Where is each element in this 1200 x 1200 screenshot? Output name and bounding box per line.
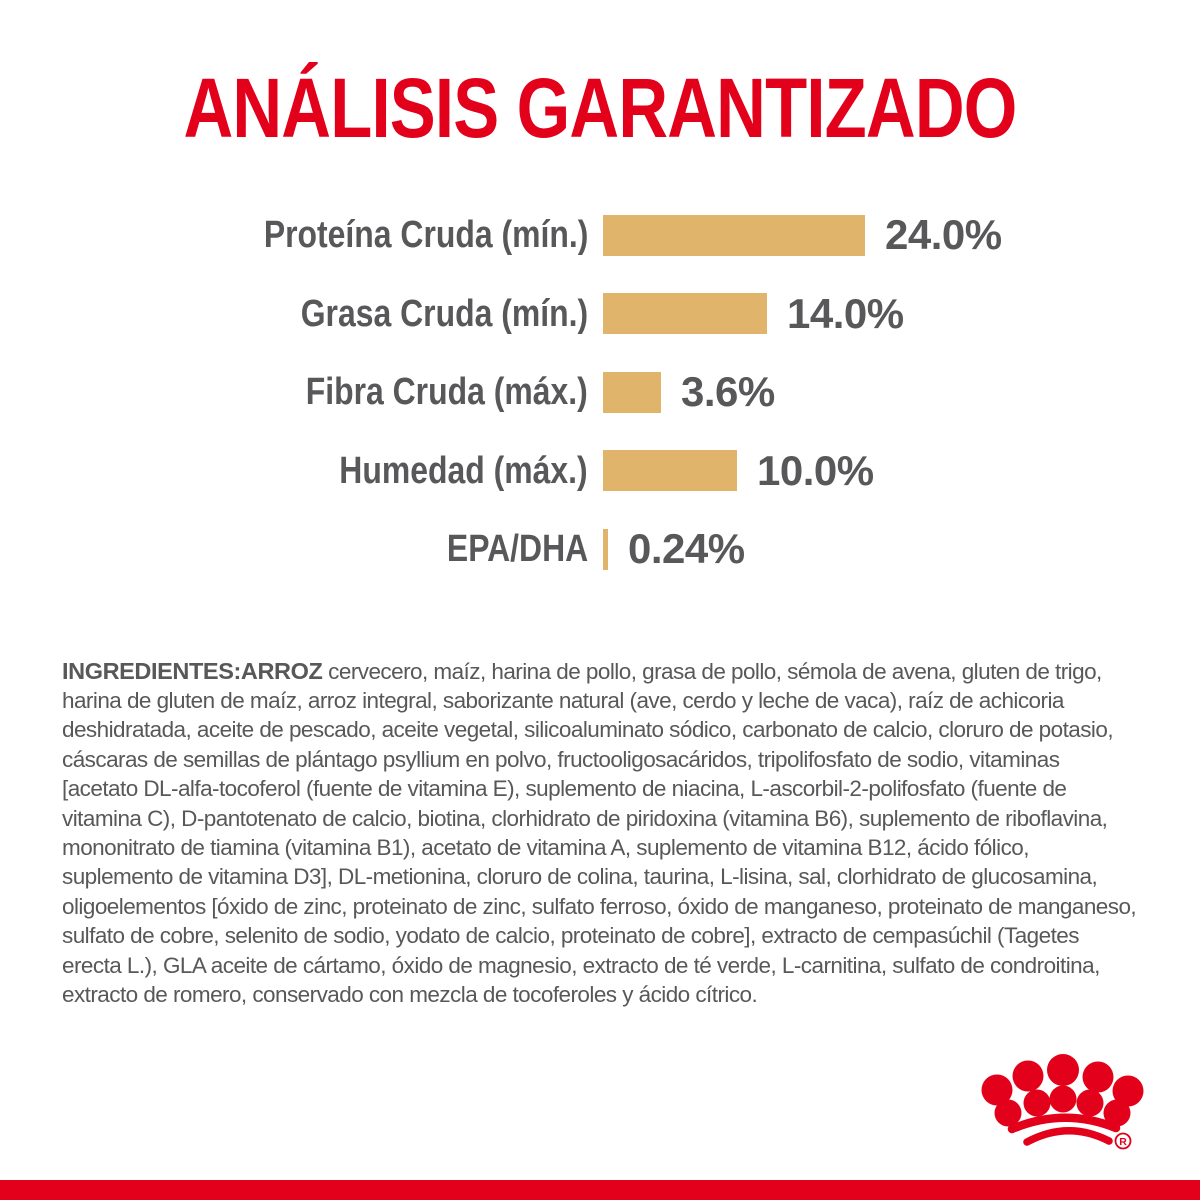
analysis-value: 14.0% bbox=[787, 289, 904, 337]
analysis-bar bbox=[603, 528, 608, 570]
analysis-label: Fibra Cruda (máx.) bbox=[50, 373, 588, 411]
analysis-label-text: Grasa Cruda (mín.) bbox=[300, 292, 588, 335]
analysis-label: Humedad (máx.) bbox=[50, 452, 588, 490]
analysis-label: EPA/DHA bbox=[50, 530, 588, 568]
svg-text:R: R bbox=[1119, 1136, 1127, 1148]
bottom-red-band bbox=[0, 1180, 1200, 1200]
registered-trademark-icon: R bbox=[1114, 1132, 1132, 1150]
analysis-value: 24.0% bbox=[885, 211, 1002, 259]
ingredients-body: cervecero, maíz, harina de pollo, grasa … bbox=[62, 658, 1137, 1007]
analysis-bar bbox=[603, 214, 865, 256]
page-title-text: ANÁLISIS GARANTIZADO bbox=[183, 61, 1017, 155]
page-title: ANÁLISIS GARANTIZADO bbox=[0, 61, 1200, 155]
analysis-bar bbox=[603, 371, 661, 413]
guaranteed-analysis-chart: Proteína Cruda (mín.) 24.0% Grasa Cruda (m… bbox=[50, 196, 1002, 589]
ingredients-paragraph: INGREDIENTES:ARROZ cervecero, maíz, hari… bbox=[62, 657, 1140, 1010]
analysis-label: Grasa Cruda (mín.) bbox=[50, 295, 588, 333]
ingredients-lead: INGREDIENTES:ARROZ bbox=[62, 657, 323, 684]
analysis-label-text: Humedad (máx.) bbox=[339, 449, 588, 492]
analysis-row: Grasa Cruda (mín.) 14.0% bbox=[50, 275, 1002, 354]
analysis-label-text: Fibra Cruda (máx.) bbox=[305, 371, 588, 414]
analysis-value: 10.0% bbox=[757, 446, 874, 494]
analysis-row: EPA/DHA 0.24% bbox=[50, 510, 1002, 589]
analysis-row: Humedad (máx.) 10.0% bbox=[50, 432, 1002, 511]
analysis-row: Fibra Cruda (máx.) 3.6% bbox=[50, 353, 1002, 432]
analysis-label-text: Proteína Cruda (mín.) bbox=[263, 214, 588, 257]
analysis-bar bbox=[603, 293, 767, 335]
analysis-label: Proteína Cruda (mín.) bbox=[50, 216, 588, 254]
analysis-value: 0.24% bbox=[628, 525, 745, 573]
analysis-value: 3.6% bbox=[681, 368, 775, 416]
analysis-row: Proteína Cruda (mín.) 24.0% bbox=[50, 196, 1002, 275]
analysis-label-text: EPA/DHA bbox=[446, 528, 588, 571]
analysis-bar bbox=[603, 450, 737, 492]
royal-canin-crown-icon: R bbox=[981, 1054, 1144, 1150]
